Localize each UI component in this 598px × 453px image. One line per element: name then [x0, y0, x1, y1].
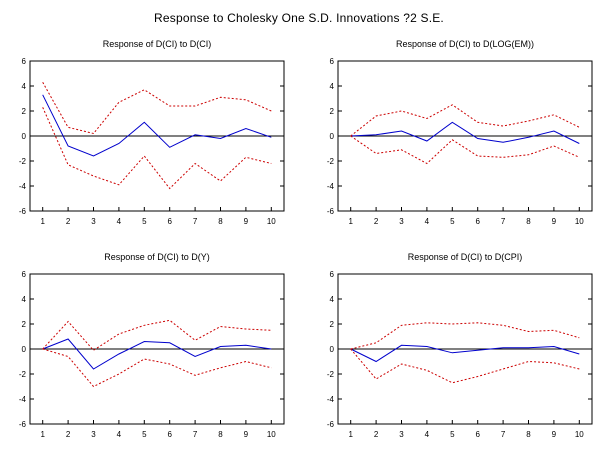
upper-band-line: [350, 322, 580, 350]
y-tick-label: -6: [19, 207, 27, 216]
x-tick-label: 8: [526, 430, 531, 439]
y-tick-label: 4: [330, 295, 335, 304]
x-tick-label: 10: [575, 217, 584, 226]
upper-band-line: [350, 104, 580, 137]
y-tick-label: -2: [19, 157, 27, 166]
chart-panel-4: Response of D(CI) to D(CPI) -6 -4 -2 0 2 4 6 1 2 3…: [327, 252, 593, 439]
x-tick-label: 3: [399, 430, 404, 439]
lower-band-line: [350, 135, 580, 165]
x-tick-label: 8: [526, 217, 531, 226]
panel-title: Response of D(CI) to D(CPI): [408, 252, 523, 262]
x-tick-label: 1: [348, 217, 353, 226]
x-tick-label: 9: [244, 217, 249, 226]
chart-panel-3: Response of D(CI) to D(Y) -6 -4 -2 0 2 4 6 1 2 3 4 5…: [19, 252, 285, 439]
response-line: [42, 94, 272, 157]
y-tick-label: -4: [327, 182, 335, 191]
x-tick-label: 2: [66, 430, 71, 439]
y-tick-label: -6: [19, 420, 27, 429]
x-tick-label: 9: [552, 430, 557, 439]
x-tick-label: 1: [40, 217, 45, 226]
lower-band-line: [42, 348, 272, 388]
x-tick-label: 5: [142, 217, 147, 226]
y-tick-label: 4: [22, 82, 27, 91]
x-tick-label: 9: [244, 430, 249, 439]
x-tick-label: 4: [117, 217, 122, 226]
y-tick-label: -2: [327, 157, 335, 166]
x-tick-label: 3: [399, 217, 404, 226]
x-tick-label: 3: [91, 217, 96, 226]
x-tick-label: 2: [66, 217, 71, 226]
x-tick-label: 10: [267, 217, 276, 226]
x-tick-label: 4: [425, 217, 430, 226]
x-tick-label: 1: [40, 430, 45, 439]
y-tick-label: -2: [19, 370, 27, 379]
lower-band-line: [42, 107, 272, 190]
y-tick-label: 2: [330, 320, 335, 329]
response-line: [350, 344, 580, 363]
y-tick-label: 2: [22, 320, 27, 329]
chart-panel-2: Response of D(CI) to D(LOG(EM)) -6 -4 -2 0 2 4…: [327, 39, 593, 226]
y-tick-label: 0: [22, 345, 27, 354]
x-tick-label: 5: [450, 430, 455, 439]
x-tick-label: 1: [348, 430, 353, 439]
x-tick-label: 3: [91, 430, 96, 439]
x-tick-label: 5: [450, 217, 455, 226]
response-line: [350, 121, 580, 144]
x-tick-label: 6: [167, 430, 172, 439]
y-tick-label: -4: [19, 182, 27, 191]
y-tick-label: 4: [330, 82, 335, 91]
x-tick-label: 6: [475, 430, 480, 439]
x-tick-label: 8: [218, 217, 223, 226]
y-tick-label: 6: [330, 57, 335, 66]
x-tick-label: 8: [218, 430, 223, 439]
x-tick-label: 6: [167, 217, 172, 226]
y-tick-label: 0: [22, 132, 27, 141]
y-tick-label: 6: [330, 270, 335, 279]
panel-title: Response of D(CI) to D(LOG(EM)): [396, 39, 534, 49]
x-tick-label: 4: [425, 430, 430, 439]
panel-title: Response of D(CI) to D(Y): [104, 252, 210, 262]
y-tick-label: 0: [330, 132, 335, 141]
x-tick-label: 2: [374, 217, 379, 226]
y-tick-label: 6: [22, 57, 27, 66]
y-tick-label: 4: [22, 295, 27, 304]
x-tick-label: 5: [142, 430, 147, 439]
x-tick-label: 7: [501, 430, 506, 439]
x-tick-label: 4: [117, 430, 122, 439]
y-tick-label: 2: [330, 107, 335, 116]
y-tick-label: -6: [327, 207, 335, 216]
y-tick-label: 6: [22, 270, 27, 279]
x-tick-label: 6: [475, 217, 480, 226]
y-tick-label: -4: [19, 395, 27, 404]
chart-panel-1: Response of D(CI) to D(CI) -6 -4 -2 0 2 4 6 1 2 3 4…: [19, 39, 285, 226]
x-tick-label: 2: [374, 430, 379, 439]
x-tick-label: 7: [501, 217, 506, 226]
panel-title: Response of D(CI) to D(CI): [103, 39, 212, 49]
upper-band-line: [42, 82, 272, 135]
x-tick-label: 7: [193, 217, 198, 226]
x-tick-label: 7: [193, 430, 198, 439]
y-tick-label: 0: [330, 345, 335, 354]
response-line: [42, 338, 272, 370]
x-tick-label: 9: [552, 217, 557, 226]
x-tick-label: 10: [267, 430, 276, 439]
y-tick-label: -4: [327, 395, 335, 404]
y-tick-label: 2: [22, 107, 27, 116]
figure-title: Response to Cholesky One S.D. Innovation…: [154, 11, 444, 25]
upper-band-line: [42, 319, 272, 351]
lower-band-line: [350, 348, 580, 384]
y-tick-label: -6: [327, 420, 335, 429]
y-tick-label: -2: [327, 370, 335, 379]
x-tick-label: 10: [575, 430, 584, 439]
